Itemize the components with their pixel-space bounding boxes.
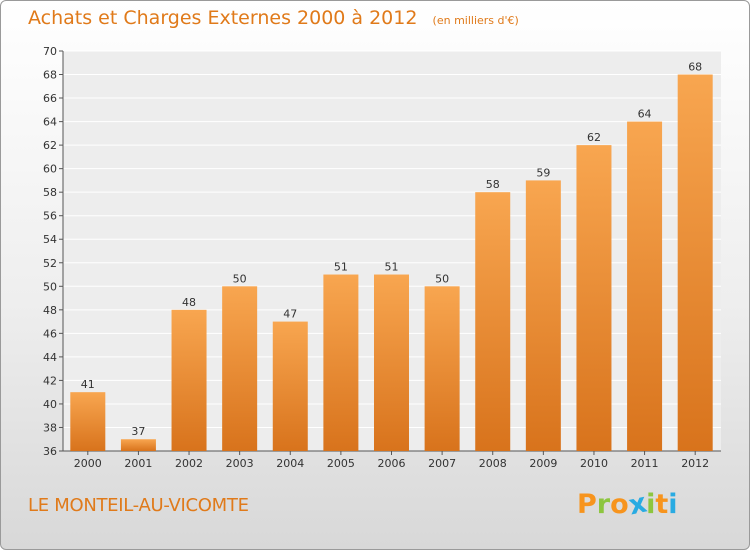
bar-2005 xyxy=(323,274,359,451)
bar-2012 xyxy=(677,74,713,451)
bar-2004 xyxy=(272,321,308,451)
x-tick-label: 2007 xyxy=(428,457,456,470)
bar-2011 xyxy=(627,121,663,452)
y-tick-label: 52 xyxy=(43,257,57,270)
x-tick-label: 2004 xyxy=(276,457,304,470)
x-tick-label: 2003 xyxy=(226,457,254,470)
chart-title-text: Achats et Charges Externes 2000 à 2012 xyxy=(28,7,418,29)
bar-2006 xyxy=(374,274,409,451)
x-tick-label: 2010 xyxy=(580,457,608,470)
logo-letter: t xyxy=(655,489,669,520)
value-label: 48 xyxy=(182,296,196,309)
y-tick-label: 48 xyxy=(43,304,57,317)
y-tick-label: 62 xyxy=(43,139,57,152)
bar-2003 xyxy=(222,286,258,451)
x-tick-label: 2009 xyxy=(529,457,557,470)
y-tick-label: 56 xyxy=(43,210,57,223)
bar-2000 xyxy=(70,392,106,451)
logo-letter: P xyxy=(577,489,597,520)
chart-title: Achats et Charges Externes 2000 à 2012 (… xyxy=(28,7,519,29)
value-label: 51 xyxy=(385,261,399,274)
logo-letter: r xyxy=(596,489,611,520)
value-label: 50 xyxy=(435,272,449,285)
y-tick-label: 46 xyxy=(43,327,57,340)
y-tick-label: 42 xyxy=(43,374,57,387)
value-label: 37 xyxy=(131,425,145,438)
y-tick-label: 36 xyxy=(43,445,57,458)
x-tick-label: 2006 xyxy=(378,457,406,470)
y-tick-label: 70 xyxy=(43,45,57,58)
y-tick-label: 68 xyxy=(43,69,57,82)
logo-letter: i xyxy=(646,489,656,520)
bar-2009 xyxy=(525,180,561,452)
bar-2001 xyxy=(120,439,156,451)
value-label: 59 xyxy=(536,166,550,179)
bar-2007 xyxy=(424,286,460,451)
proxiti-logo: Proxiti xyxy=(577,488,678,522)
value-label: 47 xyxy=(283,308,297,321)
value-label: 62 xyxy=(587,131,601,144)
y-tick-label: 58 xyxy=(43,186,57,199)
logo-letter: i xyxy=(668,489,678,520)
y-tick-label: 44 xyxy=(43,351,57,364)
y-tick-label: 60 xyxy=(43,163,57,176)
y-tick-label: 66 xyxy=(43,92,57,105)
x-tick-label: 2001 xyxy=(124,457,152,470)
x-tick-label: 2002 xyxy=(175,457,203,470)
value-label: 64 xyxy=(638,108,652,121)
x-tick-label: 2005 xyxy=(327,457,355,470)
y-tick-label: 40 xyxy=(43,398,57,411)
value-label: 58 xyxy=(486,178,500,191)
x-tick-label: 2008 xyxy=(479,457,507,470)
y-tick-label: 38 xyxy=(43,421,57,434)
value-label: 50 xyxy=(233,272,247,285)
x-tick-label: 2011 xyxy=(631,457,659,470)
value-label: 68 xyxy=(688,61,702,74)
y-tick-label: 54 xyxy=(43,233,57,246)
x-tick-label: 2012 xyxy=(681,457,709,470)
y-tick-label: 64 xyxy=(43,116,57,129)
value-label: 51 xyxy=(334,261,348,274)
bar-2002 xyxy=(171,309,207,451)
bar-2010 xyxy=(576,145,612,451)
logo-letter: o xyxy=(610,489,629,520)
x-tick-label: 2000 xyxy=(74,457,102,470)
commune-name: LE MONTEIL-AU-VICOMTE xyxy=(28,495,249,516)
chart-unit: (en milliers d'€) xyxy=(432,14,519,27)
value-label: 41 xyxy=(81,378,95,391)
y-tick-label: 50 xyxy=(43,280,57,293)
bar-2008 xyxy=(475,192,511,452)
